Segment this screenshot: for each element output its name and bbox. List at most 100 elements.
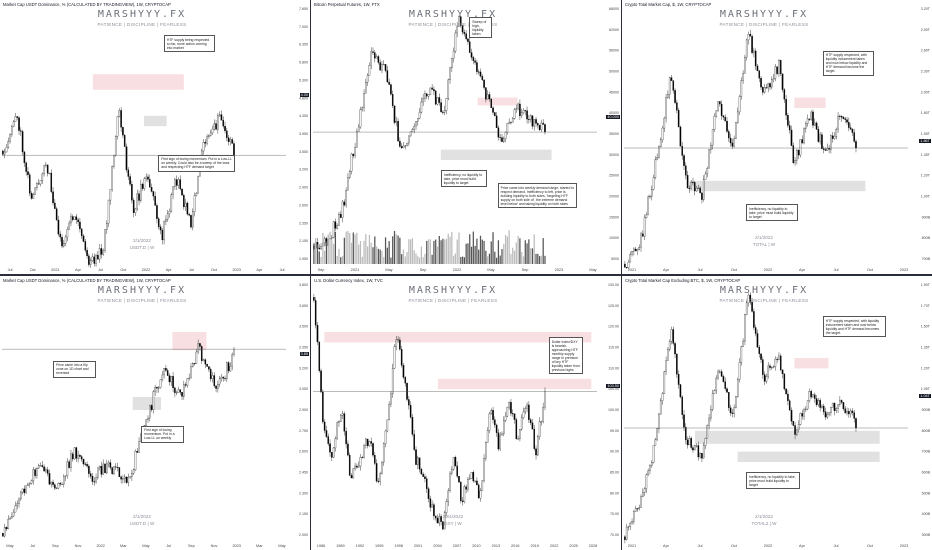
panel-total2[interactable]: 1.90T 1.70T 1.50T 1.35T 1.20T 1.05T 900B 800B 70… [622,276,932,550]
candle [490,98,493,109]
x-tick-label: Oct [731,268,738,272]
candle [815,122,818,130]
y-tick-label: 1.05T [921,387,931,391]
annotation-note: Dollar Index/DXY is bearish, approaching… [548,337,584,375]
panel-usdt-dominance-2[interactable]: 3.800 3.650 3.500 3.350 3.200 3.050 2.900 2.750… [0,276,310,550]
candle [46,469,49,474]
candle [338,214,340,226]
panel-total-mcap[interactable]: 3.20T 2.90T 2.60T 2.30T 2.00T 1.80T 1.55T 1.35T… [622,0,932,274]
candle [157,387,160,389]
candle [170,194,173,212]
candle [436,517,439,524]
chart-svg[interactable]: 68000 62000 56000 50000 45000 40000 35000 30000… [311,0,621,274]
x-tick-label: 2004 [433,544,441,548]
candle [522,411,525,418]
candle [363,445,365,458]
candle [702,179,705,200]
candle [753,50,755,53]
candle [71,216,74,220]
candle [226,130,228,138]
volume-bar [331,240,333,264]
x-tick-label: 2021 [351,268,359,272]
panel-btc-perp[interactable]: 68000 62000 56000 50000 45000 40000 35000 30000… [311,0,621,274]
candle [363,92,365,108]
candle [524,110,527,112]
candle [318,341,321,371]
x-tick-label: 2019 [530,544,538,548]
chart-svg[interactable]: 7.650 7.000 6.350 5.800 5.300 4.800 4.350 3.950… [0,0,310,274]
candle [497,432,500,450]
candle [649,196,651,198]
candle [806,400,809,410]
volume-bar [481,239,483,264]
chart-svg[interactable]: 3.20T 2.90T 2.60T 2.30T 2.00T 1.80T 1.55T 1.35T… [622,0,932,274]
candle [170,376,173,383]
panel-dxy[interactable]: 130.00 125.00 120.00 115.00 110.00 105.00 100.… [311,276,621,550]
candle [206,136,208,144]
candle [400,146,403,149]
candle [751,36,753,53]
candle [840,116,843,118]
candle [61,237,63,247]
candle [184,384,187,386]
candle [720,103,723,116]
candle [190,215,192,228]
candle [685,427,687,441]
candle [154,195,156,206]
y-tick-label: 1.950 [299,257,308,261]
candle [88,465,90,474]
candle [427,94,430,97]
y-tick-label: 6.350 [299,43,308,47]
chart-svg[interactable]: 3.800 3.650 3.500 3.350 3.200 3.050 2.900 2.750… [0,276,310,550]
volume-bar [470,246,473,264]
candle [163,221,165,241]
volume-bar [447,233,449,264]
volume-bar [404,256,406,264]
candle [738,96,741,113]
x-tick-label: 2021 [628,544,636,548]
volume-bar [411,238,414,264]
volume-bar [452,255,455,264]
y-tick-label: 125.00 [608,304,619,308]
y-tick-label: 56000 [609,49,619,53]
candle [778,355,780,360]
volume-bar [320,256,322,264]
volume-bar [336,256,338,264]
candle [844,408,847,414]
candle [463,486,466,502]
candle [440,516,442,522]
candle [522,110,525,113]
volume-bar [442,238,444,264]
candle [742,340,744,347]
volume-bar [381,251,383,264]
chart-svg[interactable]: 1.90T 1.70T 1.50T 1.35T 1.20T 1.05T 900B 800B 70… [622,276,932,550]
candle [688,438,691,446]
volume-bar [349,233,351,264]
candle [438,516,441,524]
candle [458,476,460,483]
y-tick-label: 600B [922,471,931,475]
candle [80,456,83,460]
panel-usdt-dominance-1[interactable]: 7.650 7.000 6.350 5.800 5.300 4.800 4.350 3.950… [0,0,310,274]
volume-bar [474,245,476,264]
candle [375,56,378,59]
volume-bar [506,236,508,264]
volume-bar [454,253,457,264]
candle [643,217,646,237]
candle [37,183,40,185]
chart-title: Crypto Total Market Cap Excluding BTC, $… [625,278,741,283]
candle [650,189,653,197]
candle [762,86,764,93]
candle [9,517,11,520]
chart-svg[interactable]: 130.00 125.00 120.00 115.00 110.00 105.00 100.… [311,276,621,550]
candle [676,353,678,375]
candle [629,522,632,527]
candle [652,177,655,190]
x-tick-label: Jul [30,544,35,548]
candle [713,390,716,394]
candle [638,247,641,250]
candle [231,139,233,144]
y-tick-label: 62000 [609,28,619,32]
candle [224,125,226,132]
candle [779,60,782,74]
